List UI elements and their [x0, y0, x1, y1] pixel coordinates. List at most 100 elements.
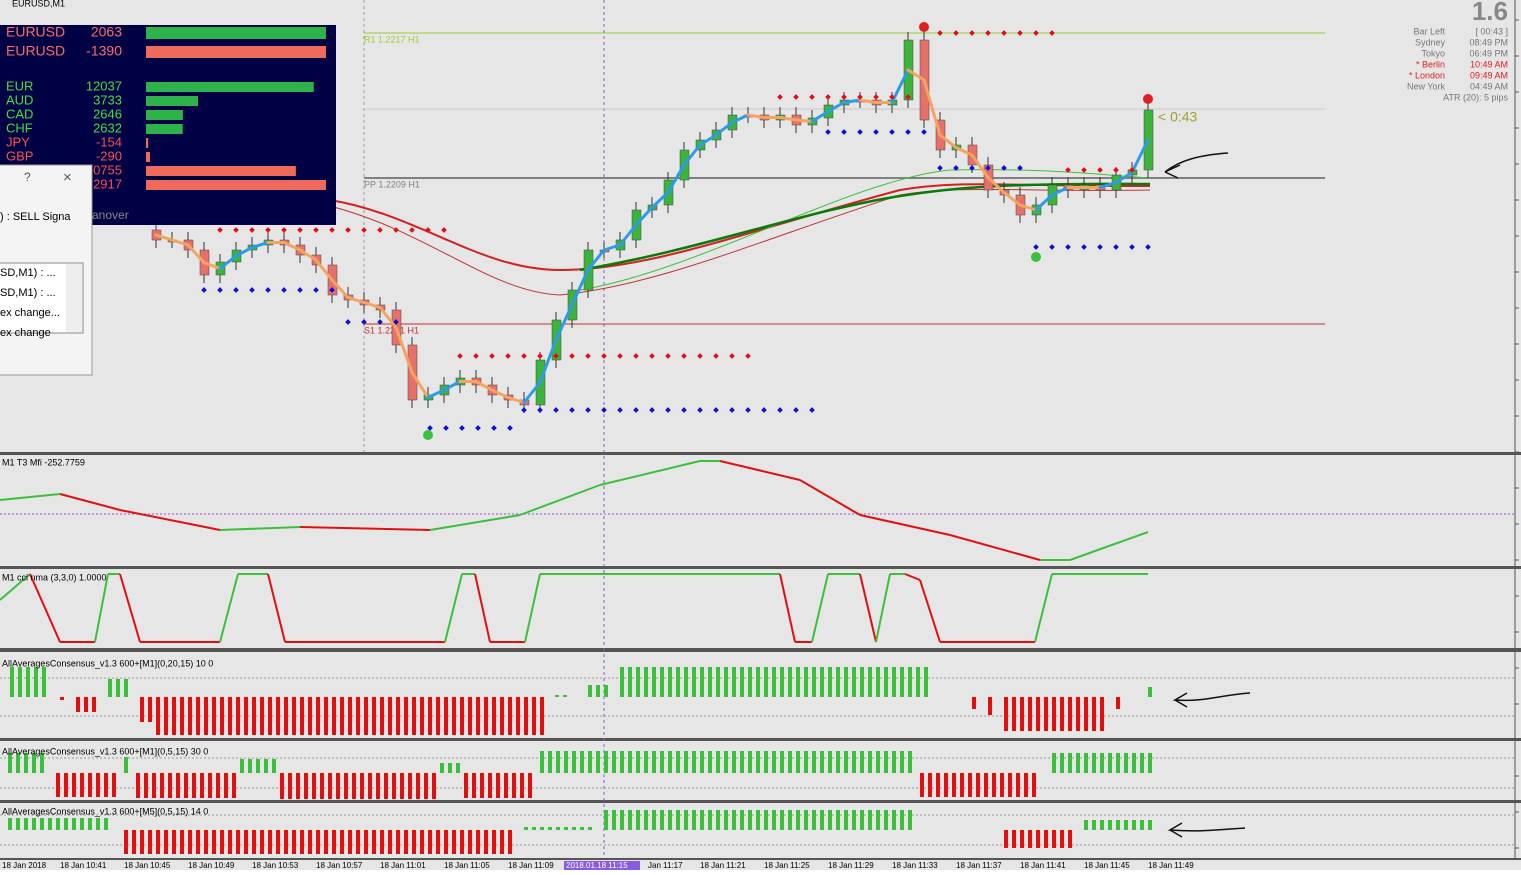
time-label: 18 Jan 11:37 — [956, 861, 1002, 870]
histogram-bar — [220, 830, 224, 854]
histogram-bar — [88, 773, 92, 797]
histogram-bar — [92, 697, 96, 712]
cci-line — [267, 573, 286, 643]
histogram-bar — [804, 667, 808, 697]
signal-icon — [1031, 252, 1041, 262]
histogram-bar — [356, 697, 360, 735]
histogram-bar — [580, 751, 584, 773]
panel-separator — [0, 648, 1521, 652]
signal-dot — [617, 353, 623, 359]
time-label: 18 Jan 10:49 — [188, 861, 235, 870]
histogram-bar — [620, 751, 624, 773]
histogram-bar — [1132, 820, 1136, 830]
histogram-bar — [200, 773, 204, 798]
signal-dot — [617, 407, 623, 413]
histogram-bar — [1076, 753, 1080, 773]
histogram-bar — [484, 830, 488, 854]
histogram-bar — [596, 685, 600, 697]
histogram-bar — [96, 773, 100, 797]
histogram-bar — [348, 830, 352, 854]
oscillator-line — [219, 526, 301, 531]
histogram-bar — [1116, 753, 1120, 773]
histogram-bar — [336, 773, 340, 799]
histogram-bar — [420, 830, 424, 854]
signal-line — [858, 98, 878, 104]
histogram-bar — [604, 685, 608, 697]
list-item[interactable]: SD,M1) : ... — [0, 267, 56, 279]
histogram-bar — [1028, 830, 1032, 848]
histogram-bar — [460, 830, 464, 854]
histogram-bar — [1012, 697, 1016, 731]
signal-dot — [1033, 244, 1039, 250]
histogram-bar — [1020, 697, 1024, 731]
signal-line — [282, 241, 302, 252]
list-scrollbar — [66, 264, 82, 332]
signal-dot — [969, 30, 975, 36]
list-item[interactable]: SD,M1) : ... — [0, 287, 56, 299]
histogram-bar — [692, 751, 696, 773]
histogram-bar — [212, 697, 216, 735]
signal-line — [506, 396, 526, 404]
signal-line — [906, 68, 926, 82]
signal-dot — [521, 407, 527, 413]
pair-bar — [146, 27, 326, 39]
histogram-bar — [428, 697, 432, 735]
histogram-bar — [852, 667, 856, 697]
strength-bar — [146, 110, 183, 120]
signal-dot — [553, 407, 559, 413]
histogram-bar — [588, 751, 592, 773]
pair-value: 2063 — [91, 24, 122, 40]
histogram-bar — [26, 667, 30, 697]
signal-dot — [713, 407, 719, 413]
signal-dot — [217, 287, 223, 293]
histogram-bar — [788, 810, 792, 830]
session-label: Bar Left — [1413, 26, 1445, 36]
histogram-bar — [508, 830, 512, 854]
currency-value: 2632 — [93, 120, 122, 135]
list-item[interactable]: ex change... — [0, 307, 60, 319]
histogram-bar — [392, 773, 396, 799]
signal-dot — [905, 94, 911, 100]
histogram-bar — [380, 697, 384, 735]
histogram-bar — [104, 773, 108, 797]
list-item[interactable]: ex change — [0, 327, 51, 339]
histogram-bar — [944, 773, 948, 797]
histogram-bar — [820, 810, 824, 830]
currency-value: 3733 — [93, 92, 122, 107]
histogram-bar — [384, 773, 388, 799]
histogram-bar — [240, 759, 244, 773]
histogram-bar — [180, 830, 184, 854]
spread: 1.6 — [1472, 0, 1508, 26]
histogram-bar — [292, 697, 296, 735]
ma-green — [579, 182, 1151, 272]
histogram-bar — [500, 830, 504, 854]
signal-line — [1098, 181, 1118, 189]
dialog-help[interactable]: ? — [24, 170, 31, 184]
histogram-bar — [612, 810, 616, 830]
histogram-bar — [1068, 697, 1072, 731]
signal-dot — [1097, 167, 1103, 173]
oscillator-line — [799, 479, 861, 516]
signal-dot — [345, 319, 351, 325]
histogram-bar — [72, 818, 76, 830]
histogram-bar — [676, 751, 680, 773]
dialog-close[interactable]: × — [63, 169, 72, 186]
histogram-bar — [288, 773, 292, 799]
signal-dot — [697, 353, 703, 359]
currency-name: CAD — [6, 106, 33, 121]
histogram-bar — [480, 773, 484, 798]
histogram-bar — [660, 810, 664, 830]
histogram-bar — [140, 830, 144, 854]
histogram-bar — [652, 810, 656, 830]
signal-line — [810, 110, 830, 123]
histogram-bar — [208, 773, 212, 798]
histogram-bar — [80, 773, 84, 797]
signal-dot — [681, 407, 687, 413]
histogram-bar — [360, 773, 364, 799]
pivot-label: R1 1.2217 H1 — [364, 34, 420, 44]
histogram-bar — [796, 751, 800, 773]
signal-line — [490, 388, 510, 399]
histogram-bar — [780, 810, 784, 830]
histogram-bar — [548, 827, 552, 830]
histogram-bar — [652, 667, 656, 697]
